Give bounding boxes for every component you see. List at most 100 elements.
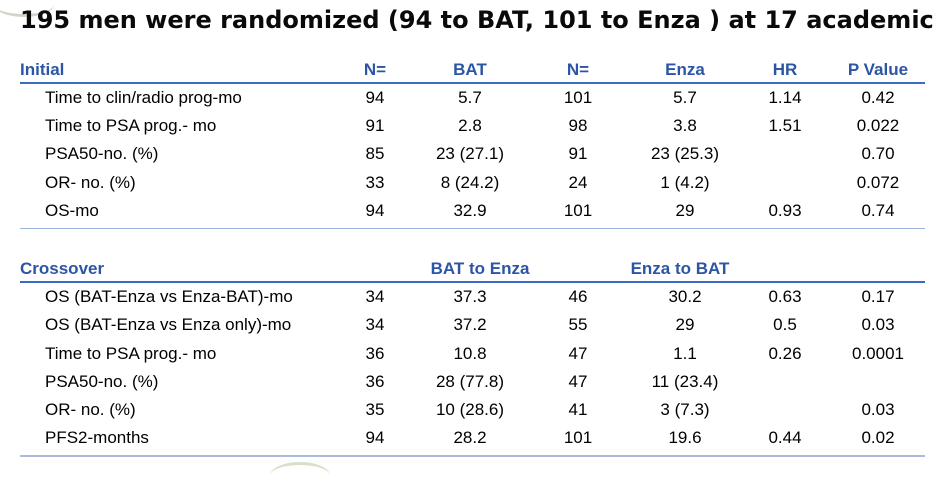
cell-n-bat: 36	[365, 344, 385, 363]
row-label: OS (BAT-Enza vs Enza only)-mo	[45, 315, 292, 334]
header-initial: Initial	[20, 60, 65, 79]
row-label: Time to PSA prog.- mo	[45, 116, 217, 135]
header-n-enza: N=	[566, 60, 590, 79]
cell-enza: 1 (4.2)	[660, 173, 710, 192]
cell-p-value	[838, 368, 918, 396]
cell-p-value: 0.74	[861, 201, 895, 220]
header-crossover: Crossover	[20, 259, 105, 278]
decorative-arc	[0, 0, 54, 17]
cell-p-value: 0.42	[861, 88, 895, 107]
cell-p-value: 0.02	[861, 428, 895, 447]
cell-bat-to-enza: 28.2	[453, 428, 487, 447]
slide-title: 195 men were randomized (94 to BAT, 101 …	[20, 6, 936, 34]
cell-enza: 3.8	[673, 116, 697, 135]
cell-p-value: 0.03	[861, 400, 895, 419]
cell-p-value: 0.0001	[852, 344, 904, 363]
section-divider	[20, 228, 925, 229]
table-row: OS-mo 94 32.9 101 29 0.93 0.74	[0, 197, 936, 225]
cell-bat-to-enza: 37.2	[453, 315, 487, 334]
cell-hr	[750, 368, 820, 396]
cell-enza-to-bat: 3 (7.3)	[660, 400, 710, 419]
row-label: OR- no. (%)	[45, 400, 136, 419]
header-p-value: P Value	[847, 60, 909, 79]
cell-bat: 23 (27.1)	[435, 144, 505, 163]
cell-n-bat: 94	[365, 88, 385, 107]
decorative-arc	[270, 462, 330, 489]
cell-n-enza: 101	[563, 88, 593, 107]
cell-p-value: 0.072	[856, 173, 900, 192]
cell-hr	[750, 140, 820, 168]
cell-bat: 32.9	[453, 201, 487, 220]
table-row: PSA50-no. (%) 85 23 (27.1) 91 23 (25.3) …	[0, 140, 936, 168]
cell-hr	[750, 169, 820, 197]
cell-bat-to-enza: 10 (28.6)	[435, 400, 505, 419]
cell-p-value: 0.03	[861, 315, 895, 334]
row-label: OR- no. (%)	[45, 173, 136, 192]
header-rule	[20, 82, 925, 84]
cell-n-bat: 85	[365, 144, 385, 163]
cell-hr	[750, 396, 820, 424]
cell-hr: 1.51	[768, 116, 802, 135]
table-row: PFS2-months 94 28.2 101 19.6 0.44 0.02	[0, 424, 936, 452]
table-row: OS (BAT-Enza vs Enza-BAT)-mo 34 37.3 46 …	[0, 283, 936, 311]
cell-bat-to-enza: 28 (77.8)	[435, 372, 505, 391]
table-row: OS (BAT-Enza vs Enza only)-mo 34 37.2 55…	[0, 311, 936, 339]
cell-enza: 29	[675, 201, 695, 220]
cell-n-bat: 34	[365, 287, 385, 306]
cell-bat: 5.7	[458, 88, 482, 107]
cell-enza-to-bat: 19.6	[668, 428, 702, 447]
header-bat-to-enza: BAT to Enza	[430, 259, 530, 278]
cell-p-value: 0.022	[856, 116, 900, 135]
cell-p-value: 0.70	[861, 144, 895, 163]
cell-bat-to-enza: 37.3	[453, 287, 487, 306]
cell-n-bat: 36	[365, 372, 385, 391]
header-bat: BAT	[453, 60, 487, 79]
cell-n-enza: 24	[568, 173, 588, 192]
cell-hr: 0.63	[768, 287, 802, 306]
cell-enza: 23 (25.3)	[650, 144, 720, 163]
cell-hr: 0.93	[768, 201, 802, 220]
cell-hr: 0.26	[768, 344, 802, 363]
cell-n-bat: 94	[365, 201, 385, 220]
cell-n-enza: 55	[568, 315, 588, 334]
cell-n-enza: 47	[568, 372, 588, 391]
cell-n-enza: 101	[563, 428, 593, 447]
crossover-header-rule	[20, 281, 925, 283]
row-label: Time to PSA prog.- mo	[45, 344, 217, 363]
header-n-bat: N=	[363, 60, 387, 79]
crossover-header-row: Crossover BAT to Enza Enza to BAT	[0, 255, 936, 283]
cell-n-enza: 91	[568, 144, 588, 163]
header-enza-to-bat: Enza to BAT	[630, 259, 730, 278]
table-row: Time to PSA prog.- mo 36 10.8 47 1.1 0.2…	[0, 340, 936, 368]
cell-n-bat: 33	[365, 173, 385, 192]
row-label: Time to clin/radio prog-mo	[45, 88, 242, 107]
cell-bat: 2.8	[458, 116, 482, 135]
table-row: PSA50-no. (%) 36 28 (77.8) 47 11 (23.4)	[0, 368, 936, 396]
cell-n-bat: 35	[365, 400, 385, 419]
header-hr: HR	[772, 60, 798, 79]
cell-hr: 1.14	[768, 88, 802, 107]
table-row: Time to PSA prog.- mo 91 2.8 98 3.8 1.51…	[0, 112, 936, 140]
row-label: OS (BAT-Enza vs Enza-BAT)-mo	[45, 287, 293, 306]
cell-n-enza: 98	[568, 116, 588, 135]
table-row: OR- no. (%) 33 8 (24.2) 24 1 (4.2) 0.072	[0, 169, 936, 197]
cell-enza-to-bat: 1.1	[673, 344, 697, 363]
initial-header-row: Initial N= BAT N= Enza HR P Value	[0, 56, 936, 84]
row-label: PSA50-no. (%)	[45, 372, 159, 391]
cell-p-value: 0.17	[861, 287, 895, 306]
cell-n-enza: 41	[568, 400, 588, 419]
cell-enza-to-bat: 29	[675, 315, 695, 334]
cell-enza: 5.7	[673, 88, 697, 107]
cell-n-bat: 94	[365, 428, 385, 447]
cell-n-enza: 47	[568, 344, 588, 363]
row-label: OS-mo	[45, 201, 99, 220]
header-enza: Enza	[665, 60, 705, 79]
cell-n-enza: 46	[568, 287, 588, 306]
cell-hr: 0.5	[773, 315, 797, 334]
cell-enza-to-bat: 30.2	[668, 287, 702, 306]
cell-bat-to-enza: 10.8	[453, 344, 487, 363]
row-label: PSA50-no. (%)	[45, 144, 159, 163]
cell-enza-to-bat: 11 (23.4)	[651, 372, 719, 391]
cell-n-bat: 34	[365, 315, 385, 334]
cell-bat: 8 (24.2)	[440, 173, 500, 192]
